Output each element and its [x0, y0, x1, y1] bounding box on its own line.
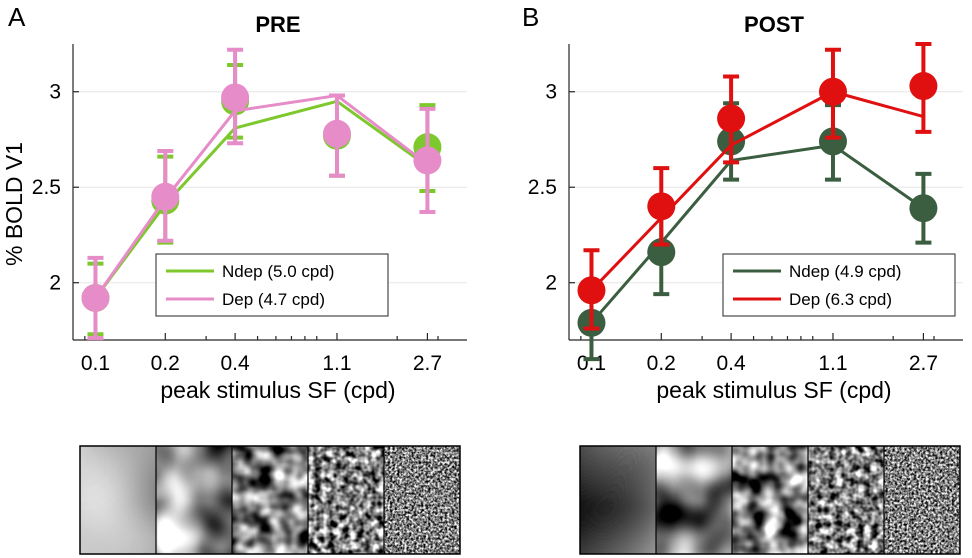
legend-entry: Dep (6.3 cpd)	[789, 290, 892, 309]
panel-letter: B	[522, 2, 539, 32]
stimulus-frame	[579, 445, 961, 555]
data-point	[717, 104, 746, 133]
panel-title: POST	[744, 12, 804, 37]
x-tick-label: 2.7	[909, 352, 938, 375]
y-tick-label: 2.5	[528, 176, 557, 199]
legend-entry: Ndep (5.0 cpd)	[222, 262, 334, 281]
data-point	[647, 192, 676, 221]
data-point	[818, 127, 847, 156]
stimulus-tile	[232, 446, 308, 554]
legend: Ndep (4.9 cpd) Dep (6.3 cpd)	[722, 253, 956, 317]
panel-letter: A	[8, 2, 26, 32]
stimulus-strip-post	[579, 445, 961, 555]
series-1	[81, 47, 442, 341]
stimulus-tile	[156, 446, 232, 554]
stimulus-tile	[308, 446, 384, 554]
stimulus-tile	[884, 446, 960, 554]
stimulus-tile	[808, 446, 884, 554]
stimulus-tile	[384, 446, 460, 554]
data-point	[818, 77, 847, 106]
data-point	[151, 182, 180, 211]
x-tick-label: 0.1	[81, 352, 110, 375]
y-axis-label: % BOLD V1	[1, 142, 27, 266]
x-tick-label: 2.7	[413, 352, 442, 375]
legend: Ndep (5.0 cpd) Dep (4.7 cpd)	[155, 253, 389, 317]
stimulus-tile	[80, 446, 156, 554]
data-point	[413, 146, 442, 175]
series-0	[577, 101, 938, 362]
x-tick-label: 1.1	[818, 352, 847, 375]
data-point	[909, 72, 938, 101]
stimulus-tile	[656, 446, 732, 554]
y-tick-label: 2	[49, 272, 61, 295]
stimulus-strip-pre	[79, 445, 461, 555]
legend-entry: Ndep (4.9 cpd)	[789, 262, 901, 281]
panel-pre: 2 2.5 3 0.1 0.2 0.4 1.1 2.7 A PRE peak stimulus SF…	[1, 2, 467, 403]
x-axis-label: peak stimulus SF (cpd)	[160, 377, 395, 403]
stimulus-tile	[732, 446, 808, 554]
legend-box	[155, 253, 389, 317]
x-tick-label: 0.4	[716, 352, 746, 375]
series-1	[577, 42, 938, 331]
x-tick-label: 0.2	[647, 352, 676, 375]
x-tick-label: 0.4	[220, 352, 250, 375]
legend-box	[722, 253, 956, 317]
legend-entry: Dep (4.7 cpd)	[222, 290, 325, 309]
stimulus-frame	[79, 445, 461, 555]
y-tick-label: 3	[49, 81, 61, 104]
panel-title: PRE	[255, 12, 300, 37]
data-point	[81, 283, 110, 312]
y-tick-label: 2.5	[32, 176, 61, 199]
data-point	[909, 194, 938, 223]
data-point	[221, 83, 250, 112]
stimulus-tile	[580, 446, 656, 554]
x-axis-label: peak stimulus SF (cpd)	[656, 377, 891, 403]
x-tick-label: 1.1	[322, 352, 351, 375]
data-point	[577, 276, 606, 305]
x-tick-label: 0.2	[151, 352, 180, 375]
data-point	[322, 119, 351, 148]
y-tick-label: 2	[545, 272, 557, 295]
y-tick-label: 3	[545, 81, 557, 104]
